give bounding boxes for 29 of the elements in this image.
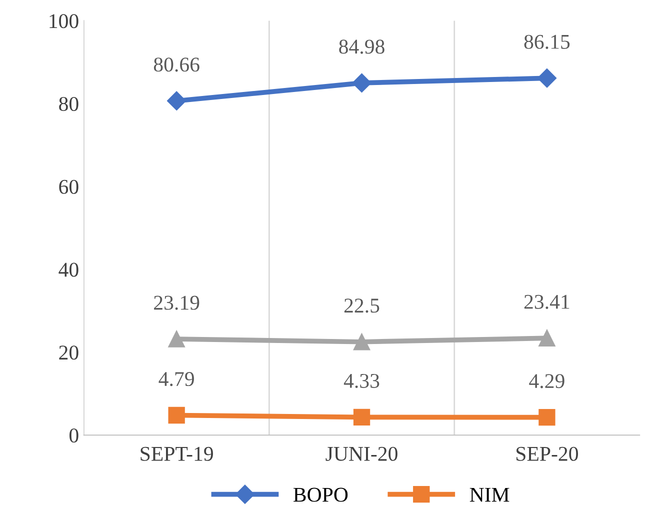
x-tick-label: SEP-20 [516, 446, 578, 461]
legend-label: BOPO [293, 488, 348, 502]
point [168, 406, 185, 424]
data-label: 23.19 [154, 296, 200, 310]
data-label: 4.79 [158, 372, 194, 386]
y-tick-label: 20 [59, 346, 78, 360]
data-label: 4.33 [344, 374, 380, 388]
y-tick-label: 80 [59, 96, 78, 112]
x-tick-label: SEPT-19 [140, 446, 213, 461]
data-label: 80.66 [154, 58, 200, 72]
point [167, 91, 186, 110]
point [353, 334, 370, 350]
y-tick-label: 40 [58, 262, 78, 277]
data-label: 84.98 [339, 40, 384, 54]
data-label: 23.41 [524, 294, 570, 309]
point [352, 73, 372, 92]
y-tick-label: 0 [69, 428, 78, 443]
point [538, 330, 556, 346]
point [353, 408, 370, 426]
x-tick-label: JUNI-20 [326, 446, 398, 461]
y-tick-label: 60 [59, 180, 78, 194]
legend-label: NIM [470, 488, 510, 502]
data-label: 86.15 [524, 34, 570, 49]
data-label: 22.5 [344, 298, 380, 313]
point [538, 409, 556, 426]
point [537, 68, 556, 88]
y-tick-label: 100 [50, 14, 78, 28]
data-label: 4.29 [529, 374, 564, 388]
point [168, 330, 185, 348]
